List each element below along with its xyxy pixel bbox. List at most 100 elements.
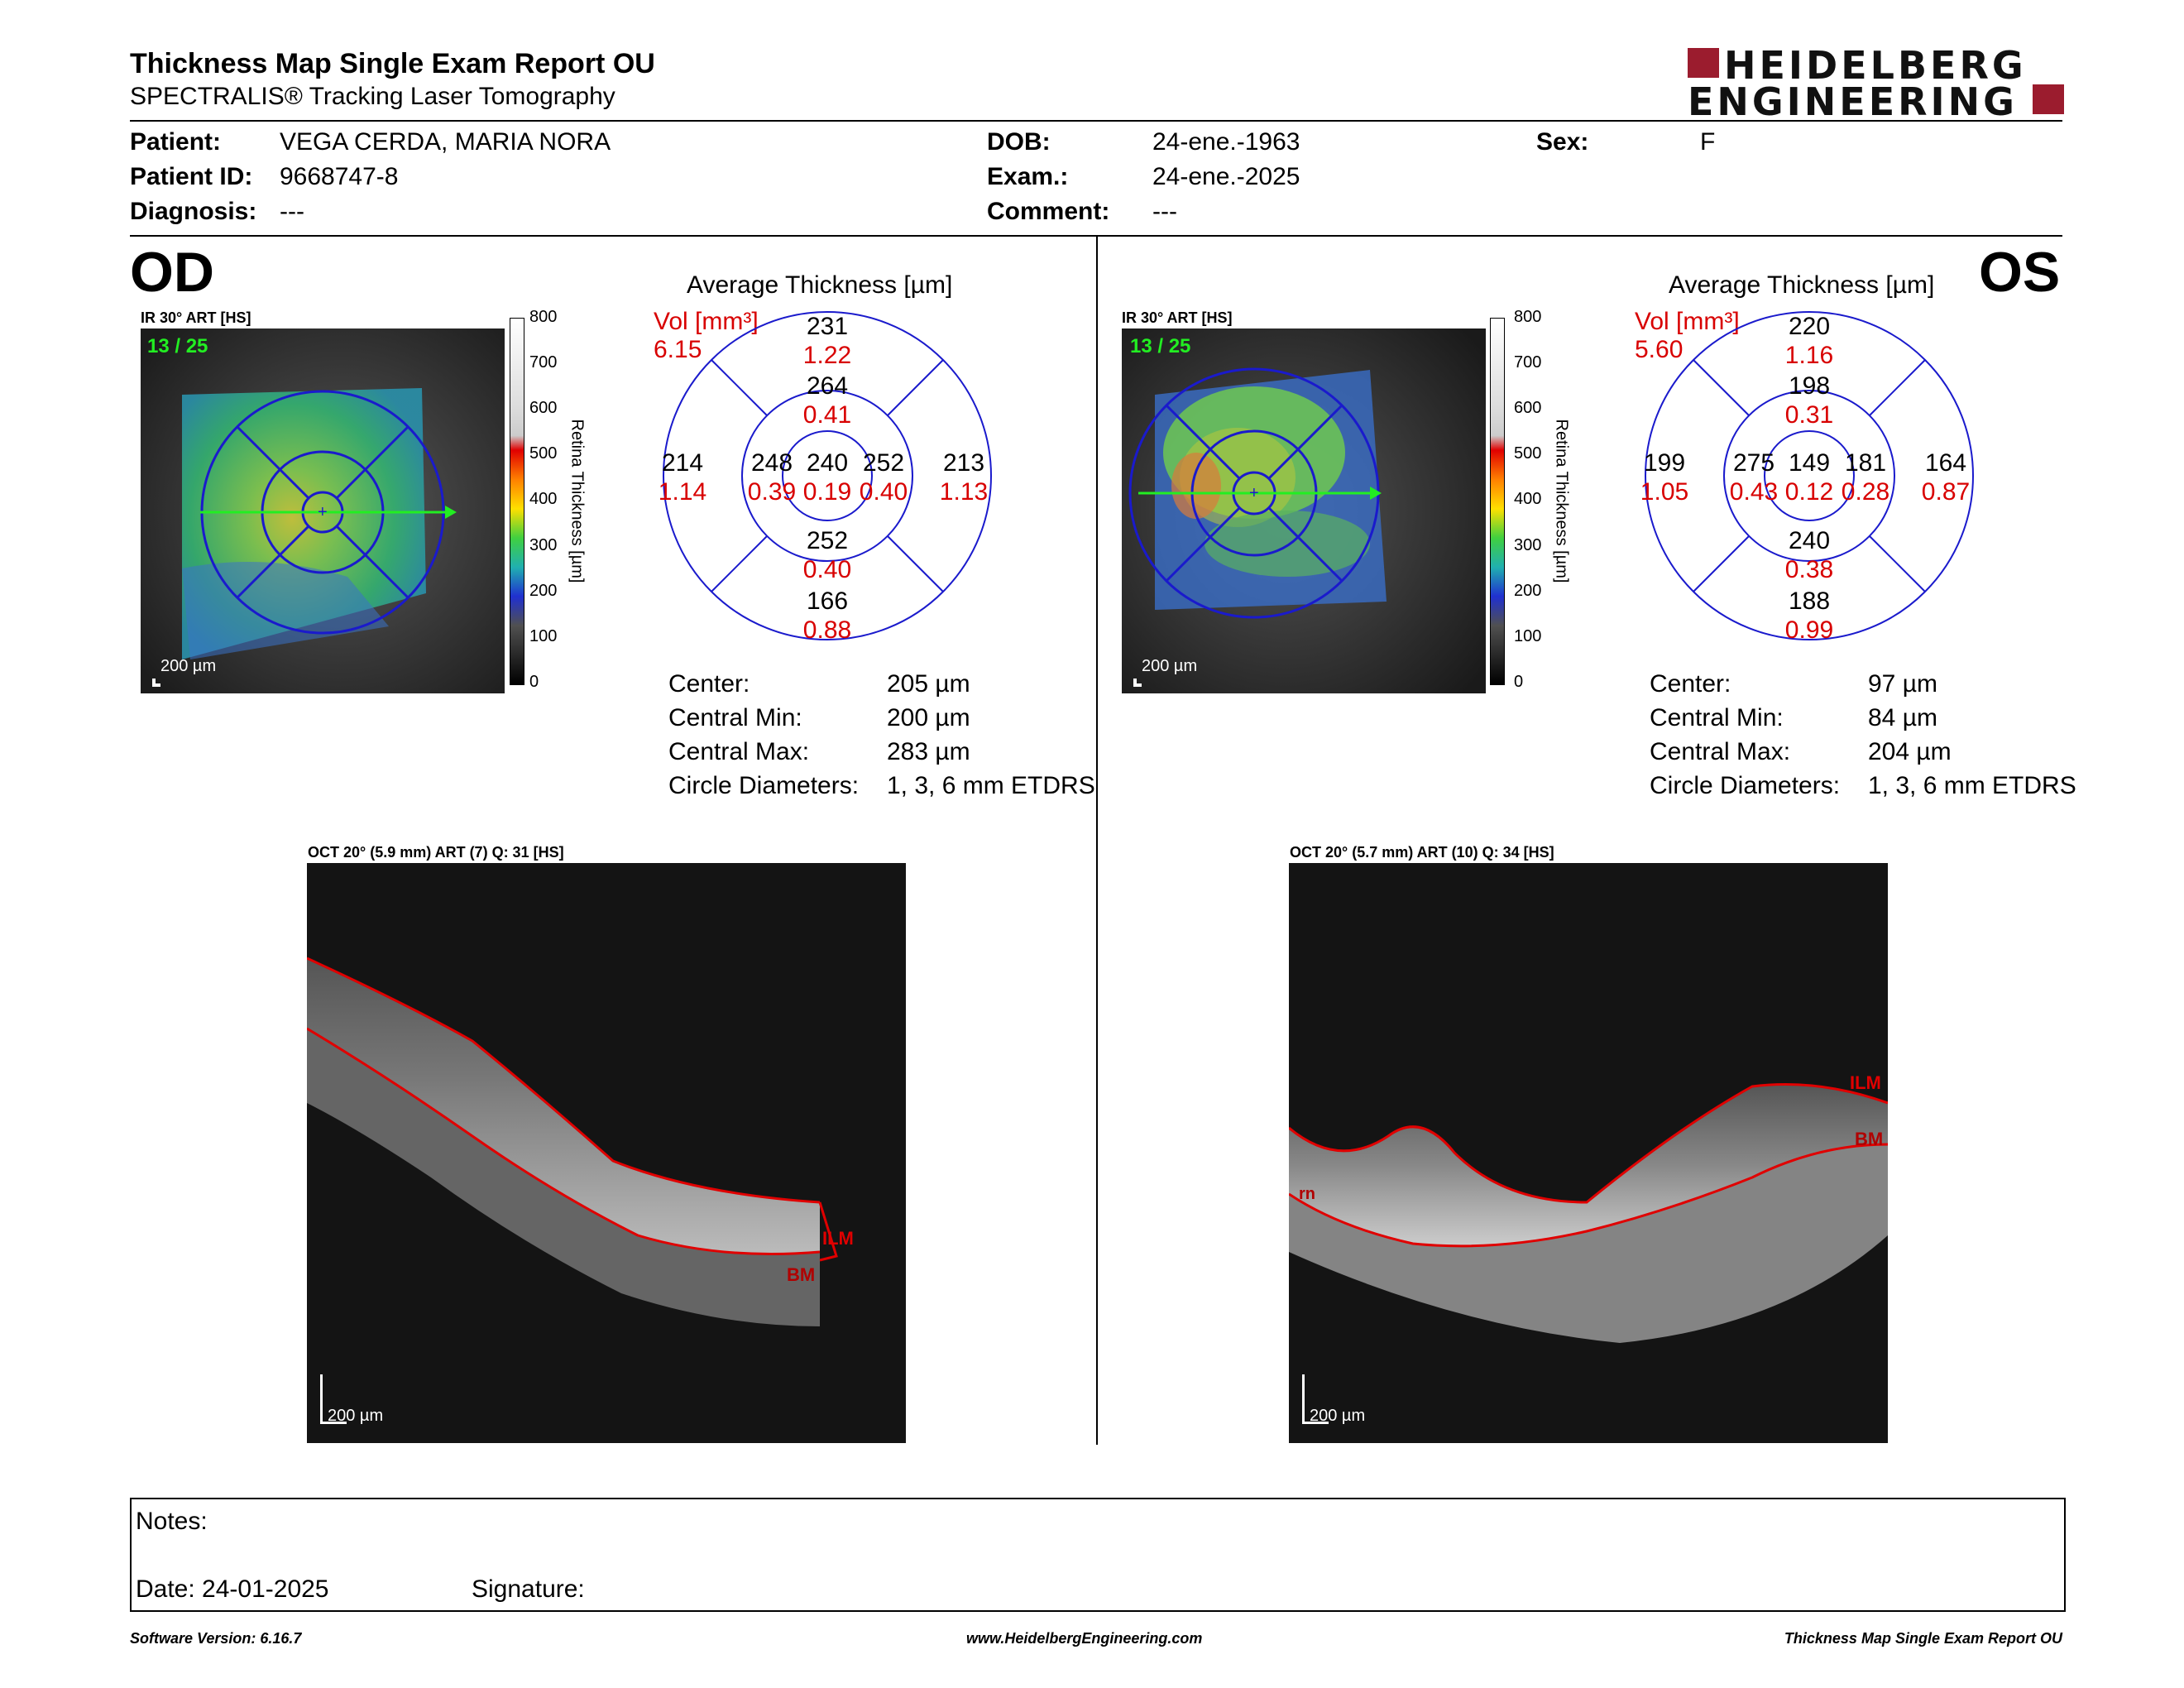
- od-diameters-label: Circle Diameters:: [668, 772, 860, 799]
- od-inner-inf-vol: 0.40: [802, 556, 852, 583]
- os-inner-sup-vol: 0.31: [1784, 401, 1834, 429]
- os-avg-title: Average Thickness [µm]: [1669, 271, 1935, 299]
- os-ir-header: IR 30° ART [HS]: [1122, 309, 1233, 326]
- od-cbar-tick: 400: [529, 490, 558, 508]
- os-diameters-label: Circle Diameters:: [1650, 772, 1841, 799]
- os-oct-image: [1288, 863, 1889, 1443]
- header-divider: [130, 120, 2062, 122]
- od-central-min-value: 200 µm: [887, 704, 970, 731]
- center-divider: [1096, 237, 1098, 1445]
- footer-website: www.HeidelbergEngineering.com: [966, 1630, 1203, 1647]
- os-center-thickness: 149: [1788, 449, 1831, 477]
- od-outer-sup-thickness: 231: [806, 313, 849, 340]
- patient-id-label: Patient ID:: [130, 163, 253, 190]
- od-cbar-tick: 700: [529, 353, 558, 372]
- od-oct-bscan: [306, 863, 906, 1443]
- od-outer-inf-thickness: 166: [806, 587, 849, 615]
- os-vol-label: Vol [mm³]: [1635, 308, 1740, 335]
- od-colorbar-title: Retina Thickness [µm]: [568, 419, 587, 583]
- os-cbar-tick: 300: [1514, 536, 1542, 554]
- od-inner-right-thickness: 252: [862, 449, 905, 477]
- od-cbar-tick: 100: [529, 627, 558, 645]
- od-inner-sup-vol: 0.41: [802, 401, 852, 429]
- os-inner-right-thickness: 181: [1844, 449, 1887, 477]
- od-inner-left-thickness: 248: [750, 449, 793, 477]
- os-cbar-tick: 700: [1514, 353, 1542, 372]
- od-ir-scale: 200 µm: [160, 657, 217, 675]
- os-outer-left-vol: 1.05: [1640, 478, 1689, 506]
- notes-label: Notes:: [136, 1508, 208, 1535]
- os-central-max-value: 204 µm: [1868, 738, 1952, 765]
- od-outer-left-vol: 1.14: [658, 478, 707, 506]
- os-cbar-tick: 0: [1514, 673, 1524, 691]
- os-outer-right-vol: 0.87: [1921, 478, 1971, 506]
- od-eye-label: OD: [130, 241, 214, 304]
- od-thickness-map: +: [141, 328, 505, 693]
- od-outer-right-vol: 1.13: [939, 478, 989, 506]
- os-center-label: Center:: [1650, 670, 1731, 698]
- os-cbar-tick: 600: [1514, 399, 1542, 417]
- exam-label: Exam.:: [987, 163, 1069, 190]
- os-eye-label: OS: [1979, 241, 2061, 304]
- od-cbar-tick: 600: [529, 399, 558, 417]
- od-colorbar: [510, 318, 524, 685]
- notes-date: Date: 24-01-2025: [136, 1575, 329, 1603]
- os-grid-values: 220 1.16 198 0.31 149 0.12 275 0.43 181 …: [1640, 306, 1979, 645]
- od-ir-image: +: [141, 328, 505, 693]
- logo-line2: ENGINEERING: [1688, 79, 2018, 124]
- od-outer-inf-vol: 0.88: [802, 616, 852, 644]
- report-title: Thickness Map Single Exam Report OU: [130, 48, 655, 79]
- os-thickness-map: +: [1122, 328, 1486, 693]
- od-vol-value: 6.15: [654, 336, 702, 363]
- logo-red-square-top: [1688, 48, 1719, 78]
- os-colorbar-ticks: 800 700 600 500 400 300 200 100 0: [1514, 308, 1547, 691]
- os-etdrs-grid: [1645, 311, 1974, 640]
- od-avg-title: Average Thickness [µm]: [687, 271, 953, 299]
- od-outer-left-thickness: 214: [661, 449, 704, 477]
- od-center-value: 205 µm: [887, 670, 970, 698]
- od-grid-values: 231 1.22 264 0.41 240 0.19 248 0.39 252 …: [658, 306, 997, 645]
- notes-signature: Signature:: [472, 1575, 585, 1603]
- os-outer-inf-thickness: 188: [1788, 587, 1831, 615]
- od-inner-sup-thickness: 264: [806, 372, 849, 400]
- svg-text:+: +: [1249, 484, 1259, 502]
- footer-report-name: Thickness Map Single Exam Report OU: [1784, 1630, 2062, 1647]
- os-outer-right-thickness: 164: [1924, 449, 1967, 477]
- patient-id: 9668747-8: [280, 163, 399, 190]
- os-bm-label: BM: [1855, 1129, 1884, 1149]
- report-subtitle: SPECTRALIS® Tracking Laser Tomography: [130, 83, 615, 110]
- os-ir-image: +: [1122, 328, 1486, 693]
- diagnosis-label: Diagnosis:: [130, 198, 257, 225]
- os-oct-bscan: [1288, 863, 1889, 1443]
- od-inner-right-vol: 0.40: [859, 478, 908, 506]
- os-cbar-tick: 200: [1514, 582, 1542, 600]
- os-diameters-value: 1, 3, 6 mm ETDRS: [1868, 772, 2076, 799]
- os-outer-left-thickness: 199: [1643, 449, 1686, 477]
- os-inner-inf-thickness: 240: [1788, 527, 1831, 554]
- sex-label: Sex:: [1536, 128, 1589, 156]
- os-cbar-tick: 100: [1514, 627, 1542, 645]
- od-inner-inf-thickness: 252: [806, 527, 849, 554]
- comment-label: Comment:: [987, 198, 1110, 225]
- os-center-value: 97 µm: [1868, 670, 1937, 698]
- sex-value: F: [1700, 128, 1716, 156]
- od-etdrs-grid: [663, 311, 992, 640]
- dob-label: DOB:: [987, 128, 1051, 156]
- os-cbar-tick: 500: [1514, 444, 1542, 463]
- heidelberg-logo: HEIDELBERG ENGINEERING: [1688, 43, 2064, 121]
- patient-label: Patient:: [130, 128, 222, 156]
- os-frame-counter: 13 / 25: [1130, 335, 1191, 357]
- patient-name: VEGA CERDA, MARIA NORA: [280, 128, 611, 156]
- od-cbar-tick: 300: [529, 536, 558, 554]
- os-center-vol: 0.12: [1784, 478, 1834, 506]
- od-outer-sup-vol: 1.22: [802, 342, 852, 369]
- os-oct-scale: 200 µm: [1310, 1407, 1366, 1425]
- od-oct-image: [306, 863, 906, 1443]
- od-cbar-tick: 0: [529, 673, 539, 691]
- os-inner-left-thickness: 275: [1732, 449, 1775, 477]
- od-frame-counter: 13 / 25: [147, 335, 208, 357]
- os-colorbar: [1490, 318, 1505, 685]
- os-ilm-label: ILM: [1850, 1072, 1881, 1093]
- os-oct-header: OCT 20° (5.7 mm) ART (10) Q: 34 [HS]: [1290, 844, 1554, 861]
- logo-line1: HEIDELBERG: [1724, 43, 2027, 88]
